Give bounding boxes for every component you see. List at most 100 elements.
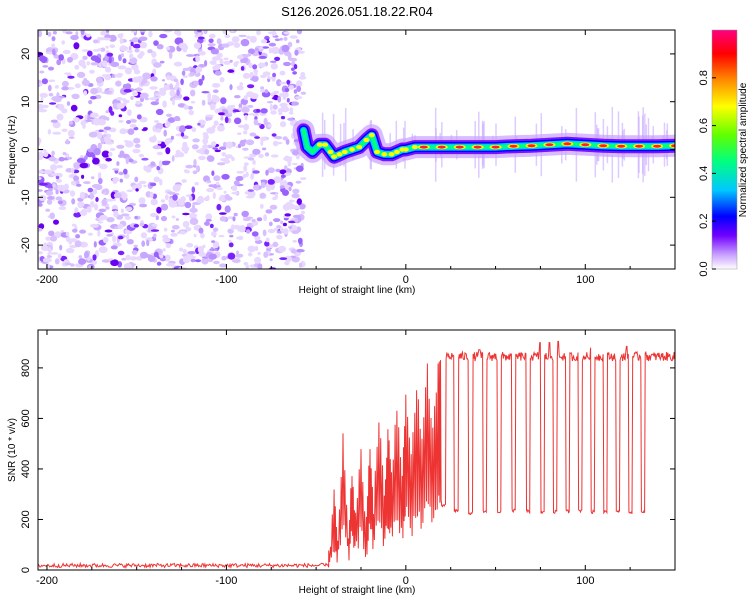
noise-blob: [135, 188, 139, 192]
x-tick-label: 0: [403, 575, 409, 587]
noise-blob: [256, 108, 260, 113]
noise-blob: [273, 176, 282, 184]
noise-blob: [48, 230, 55, 237]
noise-blob: [57, 200, 63, 205]
noise-blob: [276, 234, 283, 240]
noise-blob: [273, 218, 281, 223]
noise-blob: [151, 51, 157, 58]
noise-blob: [185, 164, 194, 169]
noise-blob: [193, 42, 202, 49]
noise-blob: [97, 142, 102, 150]
noise-blob: [120, 53, 124, 58]
noise-blob: [164, 123, 171, 128]
noise-blob: [227, 252, 236, 260]
noise-blob: [46, 255, 53, 259]
noise-blob: [75, 180, 80, 185]
noise-blob: [200, 232, 205, 239]
noise-blob: [292, 71, 297, 75]
noise-blob: [118, 114, 123, 118]
noise-blob: [250, 173, 255, 180]
noise-blob: [142, 72, 151, 80]
noise-blob: [276, 225, 282, 229]
noise-blob: [129, 124, 137, 128]
noise-blob: [131, 250, 138, 255]
noise-blob: [180, 132, 185, 137]
noise-blob: [224, 205, 231, 213]
x-tick-label: -200: [36, 575, 58, 587]
noise-blob: [264, 89, 269, 94]
noise-blob: [45, 190, 54, 196]
noise-blob: [68, 120, 74, 125]
noise-blob: [234, 95, 241, 99]
track-peak: [599, 144, 608, 148]
track-peak: [653, 144, 662, 148]
noise-blob: [153, 62, 162, 68]
noise-blob: [260, 179, 268, 183]
noise-blob: [170, 135, 174, 140]
noise-blob: [175, 149, 181, 155]
noise-blob: [231, 259, 241, 263]
noise-blob: [257, 263, 263, 269]
noise-blob: [214, 149, 221, 153]
noise-blob: [247, 53, 252, 57]
noise-blob: [260, 86, 265, 90]
noise-blob: [269, 258, 273, 262]
noise-blob: [98, 208, 107, 213]
noise-blob: [52, 131, 62, 135]
noise-blob: [141, 240, 146, 247]
noise-blob: [167, 191, 176, 195]
noise-blob: [236, 85, 244, 91]
noise-blob: [273, 136, 283, 139]
noise-blob: [54, 258, 60, 265]
noise-blob: [65, 31, 73, 35]
noise-blob: [40, 97, 44, 103]
noise-blob: [38, 182, 48, 186]
noise-blob: [64, 262, 72, 266]
noise-blob: [136, 114, 142, 120]
noise-blob: [179, 247, 184, 252]
noise-blob: [187, 255, 197, 259]
noise-blob: [212, 192, 216, 200]
noise-blob: [155, 122, 164, 131]
noise-blob: [80, 30, 85, 36]
noise-blob: [193, 233, 197, 238]
noise-blob: [197, 32, 202, 38]
noise-blob: [79, 191, 85, 199]
noise-blob: [203, 30, 208, 35]
noise-blob: [131, 30, 137, 33]
y-tick-label: 400: [20, 460, 32, 478]
noise-blob: [222, 141, 228, 148]
noise-blob: [58, 206, 67, 211]
noise-blob: [88, 100, 93, 105]
track-peak: [581, 143, 590, 147]
noise-blob: [46, 199, 53, 205]
noise-blob: [147, 49, 153, 54]
noise-blob: [292, 188, 300, 194]
noise-blob: [77, 201, 85, 207]
noise-blob: [119, 178, 124, 183]
noise-blob: [271, 30, 277, 37]
noise-blob: [95, 197, 99, 202]
noise-blob: [258, 47, 264, 50]
noise-blob: [244, 114, 248, 121]
noise-blob: [192, 138, 200, 143]
noise-blob: [248, 113, 256, 116]
noise-blob: [156, 206, 162, 214]
noise-blob: [162, 248, 166, 252]
noise-blob: [219, 212, 227, 215]
noise-blob: [197, 30, 202, 33]
noise-blob: [265, 209, 273, 214]
noise-blob: [171, 215, 176, 219]
track-hotspot: [381, 152, 388, 157]
noise-blob: [71, 93, 80, 100]
noise-blob: [90, 87, 99, 95]
noise-blob: [258, 153, 264, 159]
noise-blob: [279, 185, 285, 189]
noise-blob: [172, 194, 178, 201]
noise-blob: [223, 57, 229, 61]
track-peak: [437, 145, 446, 149]
track-hotspot: [393, 149, 400, 155]
noise-blob: [296, 30, 303, 35]
noise-blob: [45, 236, 52, 241]
noise-blob: [266, 185, 272, 192]
